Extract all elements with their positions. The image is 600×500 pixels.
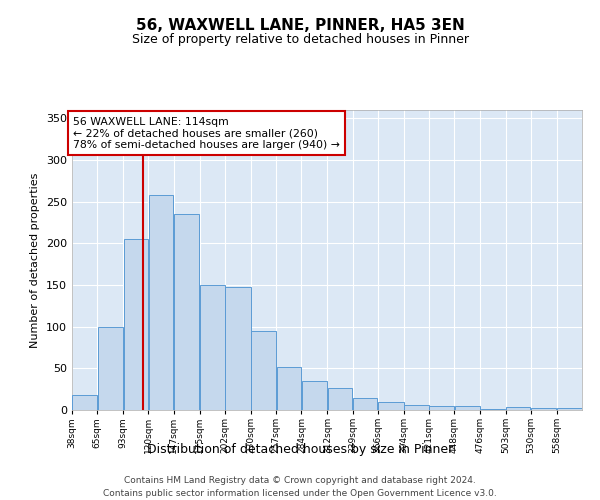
Bar [455,406,480,410]
Bar [149,195,173,410]
Bar [506,406,530,410]
Bar [328,388,352,410]
Bar [557,408,581,410]
Text: 56, WAXWELL LANE, PINNER, HA5 3EN: 56, WAXWELL LANE, PINNER, HA5 3EN [136,18,464,32]
Bar [353,398,377,410]
Bar [404,405,429,410]
Text: Contains public sector information licensed under the Open Government Licence v3: Contains public sector information licen… [103,489,497,498]
Text: Contains HM Land Registry data © Crown copyright and database right 2024.: Contains HM Land Registry data © Crown c… [124,476,476,485]
Bar [531,408,556,410]
Text: 56 WAXWELL LANE: 114sqm
← 22% of detached houses are smaller (260)
78% of semi-d: 56 WAXWELL LANE: 114sqm ← 22% of detache… [73,116,340,150]
Bar [225,286,251,410]
Bar [73,395,97,410]
Bar [430,406,454,410]
Text: Distribution of detached houses by size in Pinner: Distribution of detached houses by size … [147,442,453,456]
Bar [200,285,224,410]
Bar [302,381,327,410]
Bar [124,239,148,410]
Bar [174,214,199,410]
Bar [481,409,505,410]
Y-axis label: Number of detached properties: Number of detached properties [31,172,40,348]
Bar [378,402,404,410]
Bar [98,326,123,410]
Bar [277,366,301,410]
Bar [251,331,276,410]
Text: Size of property relative to detached houses in Pinner: Size of property relative to detached ho… [131,32,469,46]
